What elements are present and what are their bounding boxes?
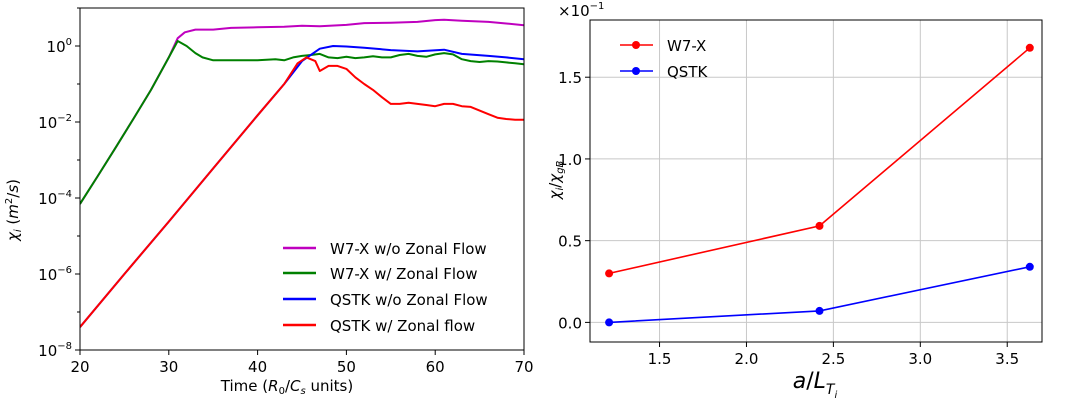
legend-label-qstk-w-zf: QSTK w/ Zonal flow — [330, 317, 475, 335]
right-x-tick-label: 3.5 — [995, 350, 1019, 368]
left-y-tick-label: 100 — [47, 37, 72, 56]
right-y-tick-label: 0.0 — [558, 314, 582, 332]
right-scale-label: ×10−1 — [558, 1, 604, 20]
right-x-tick-label: 1.5 — [648, 350, 672, 368]
left-x-tick-label: 60 — [426, 358, 445, 376]
left-x-axis-label: Time (R0/Cs units) — [220, 377, 353, 397]
right-series-point-1 — [815, 306, 824, 315]
left-x-tick-label: 70 — [514, 358, 533, 376]
left-x-tick-label: 40 — [248, 358, 267, 376]
left-y-axis-label: χi (m2/s) — [4, 179, 24, 242]
right-plot-frame — [589, 19, 1043, 343]
right-x-tick-label: 3.0 — [908, 350, 932, 368]
right-series-point-1 — [1025, 262, 1034, 271]
legend-label-w7x-w-zf: W7-X w/ Zonal Flow — [330, 265, 478, 283]
left-x-axis: 20 30 40 50 60 70 — [70, 350, 534, 376]
legend-marker-qstk — [632, 67, 640, 75]
right-y-tick-label: 1.5 — [558, 69, 582, 87]
right-chart: 1.5 2.0 2.5 3.0 3.5 0.0 0.5 1.0 1.5 ×10−1 a/LTi… — [546, 1, 1043, 401]
right-series-point-0 — [1025, 43, 1034, 52]
right-legend: W7-X QSTK — [620, 37, 708, 81]
right-series-point-0 — [815, 221, 824, 230]
legend-marker-w7x — [632, 41, 640, 49]
legend-label-w7x: W7-X — [667, 37, 706, 55]
left-y-tick-label: 10−8 — [38, 341, 72, 360]
left-y-tick-label: 10−4 — [38, 189, 72, 208]
left-series-line-2 — [80, 45, 524, 328]
left-legend: W7-X w/o Zonal Flow W7-X w/ Zonal Flow Q… — [283, 240, 488, 335]
left-x-tick-label: 50 — [337, 358, 356, 376]
left-series-line-0 — [80, 18, 524, 205]
left-chart: 20 30 40 50 60 70 10−8 10−6 10−4 10−2 100 Time (R… — [4, 7, 534, 397]
right-series-point-0 — [605, 269, 614, 278]
right-y-tick-label: 1.0 — [558, 151, 582, 169]
right-y-axis-label: χi/χgB — [546, 160, 566, 200]
right-x-tick-label: 2.0 — [735, 350, 759, 368]
right-x-axis: 1.5 2.0 2.5 3.0 3.5 — [648, 342, 1019, 368]
right-grid — [590, 20, 1042, 342]
left-x-tick-label: 30 — [159, 358, 178, 376]
legend-label-qstk: QSTK — [667, 63, 708, 81]
right-series-line-0 — [608, 47, 1031, 275]
left-plot-lines — [80, 18, 524, 328]
right-plot-lines — [605, 43, 1034, 327]
right-x-axis-label: a/LTi — [793, 369, 838, 401]
right-y-axis: 0.0 0.5 1.0 1.5 — [558, 69, 590, 332]
left-y-tick-label: 10−2 — [38, 113, 72, 132]
left-y-axis: 10−8 10−6 10−4 10−2 100 — [38, 7, 80, 360]
right-x-tick-label: 2.5 — [821, 350, 845, 368]
left-x-tick-label: 20 — [70, 358, 89, 376]
left-y-tick-label: 10−6 — [38, 265, 72, 284]
left-series-line-3 — [80, 56, 524, 328]
legend-label-w7x-wo-zf: W7-X w/o Zonal Flow — [330, 240, 487, 258]
right-y-tick-label: 0.5 — [558, 233, 582, 251]
legend-label-qstk-wo-zf: QSTK w/o Zonal Flow — [330, 291, 488, 309]
right-series-point-1 — [605, 318, 614, 327]
left-series-line-1 — [80, 40, 524, 205]
left-plot-frame — [79, 7, 525, 351]
